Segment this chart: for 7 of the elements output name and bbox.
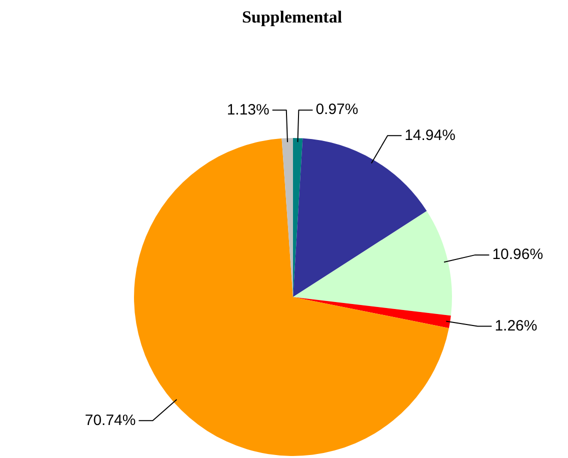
data-label: 14.94% <box>404 126 456 144</box>
chart-title: Supplemental <box>242 7 342 26</box>
data-label: 1.13% <box>226 101 270 118</box>
data-label: 1.26% <box>494 317 538 334</box>
data-label: 0.97% <box>316 101 358 118</box>
data-label: 70.74% <box>84 412 136 429</box>
data-label: 10.96% <box>492 246 544 264</box>
